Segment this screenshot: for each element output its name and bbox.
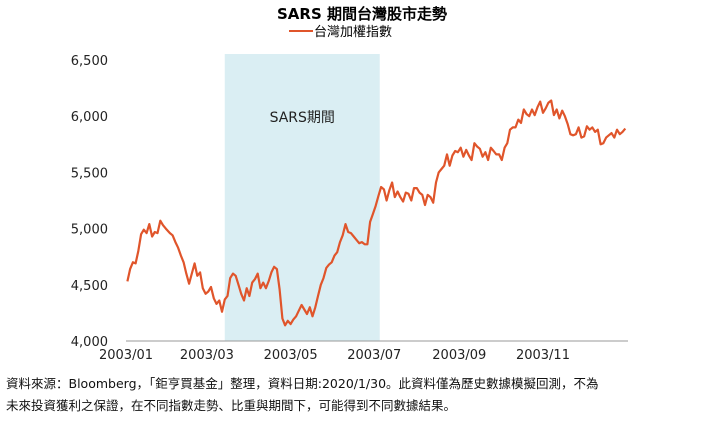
- y-tick-label: 4,500: [71, 279, 108, 294]
- chart: SARS 期間台灣股市走勢 台灣加權指數 SARS期間 4,000 4,500 5,0…: [71, 5, 628, 363]
- y-tick-label: 6,500: [71, 54, 108, 69]
- x-tick-label: 2003/09: [432, 348, 486, 363]
- y-tick-label: 6,000: [71, 110, 108, 125]
- legend: 台灣加權指數: [289, 25, 392, 40]
- footnote-line-1: 資料來源：Bloomberg，「鉅亨買基金」整理，資料日期:2020/1/30。…: [6, 376, 599, 391]
- y-tick-label: 5,500: [71, 166, 108, 181]
- plot-area: SARS期間 4,000 4,500 5,000 5,500 6,000 6,500 2003…: [71, 54, 628, 363]
- x-tick-label: 2003/07: [347, 348, 401, 363]
- series-line: [126, 99, 627, 327]
- shaded-region-label: SARS期間: [270, 110, 335, 126]
- footnote-line-2: 未來投資獲利之保證，在不同指數走勢、比重與期間下，可能得到不同數據結果。: [6, 398, 457, 413]
- x-tick-label: 2003/11: [516, 348, 570, 363]
- chart-title: SARS 期間台灣股市走勢: [277, 5, 447, 23]
- x-tick-label: 2003/05: [264, 348, 318, 363]
- legend-label: 台灣加權指數: [314, 25, 392, 40]
- shaded-region: [224, 54, 380, 341]
- y-tick-label: 4,000: [71, 335, 108, 350]
- y-tick-label: 5,000: [71, 223, 108, 238]
- x-tick-label: 2003/03: [180, 348, 234, 363]
- x-tick-label: 2003/01: [99, 348, 153, 363]
